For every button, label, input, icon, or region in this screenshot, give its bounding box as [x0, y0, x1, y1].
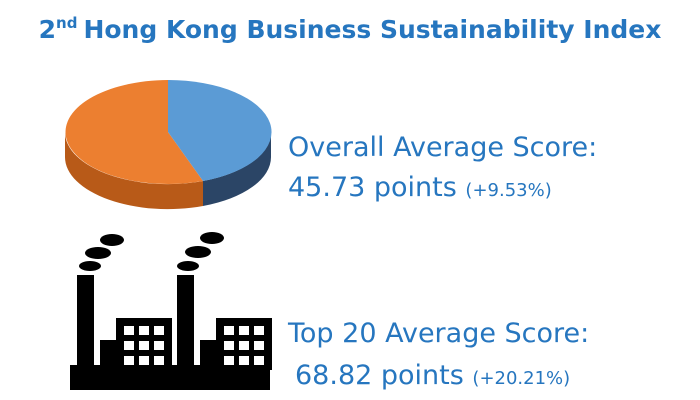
title-suffix: nd	[56, 14, 77, 32]
factory-windows	[124, 326, 264, 365]
factory-illustration	[70, 232, 272, 390]
chimney	[177, 275, 194, 390]
chimney	[77, 275, 94, 390]
stat-line: 68.82 points (+20.21%)	[295, 360, 570, 391]
stat-value: 45.73	[288, 172, 365, 203]
smoke	[185, 246, 211, 258]
title-text: Hong Kong Business Sustainability Index	[83, 15, 661, 44]
title-number: 2	[39, 15, 56, 44]
smoke	[79, 261, 101, 271]
stat-change: (+20.21%)	[472, 368, 570, 389]
pie-slice-orange	[65, 80, 203, 184]
smoke	[100, 234, 124, 246]
pie-slice-blue	[168, 79, 272, 181]
stat-line: 45.73 points (+9.53%)	[288, 172, 552, 203]
title: 2nd Hong Kong Business Sustainability Ind…	[39, 14, 662, 44]
smoke	[177, 261, 199, 271]
stat-label: Top 20 Average Score:	[287, 318, 589, 349]
stat-label: Overall Average Score:	[288, 132, 597, 163]
pie-side-orange	[64, 132, 204, 210]
stat-unit: points	[381, 360, 464, 391]
pie-side-blue	[203, 132, 272, 206]
smoke	[200, 232, 224, 244]
pie-illustration	[64, 79, 272, 210]
stat-value: 68.82	[295, 360, 372, 391]
stat-unit: points	[374, 172, 457, 203]
factory-block	[200, 340, 218, 370]
factory-block	[100, 340, 118, 370]
smoke	[85, 247, 111, 259]
stat-change: (+9.53%)	[465, 180, 551, 201]
